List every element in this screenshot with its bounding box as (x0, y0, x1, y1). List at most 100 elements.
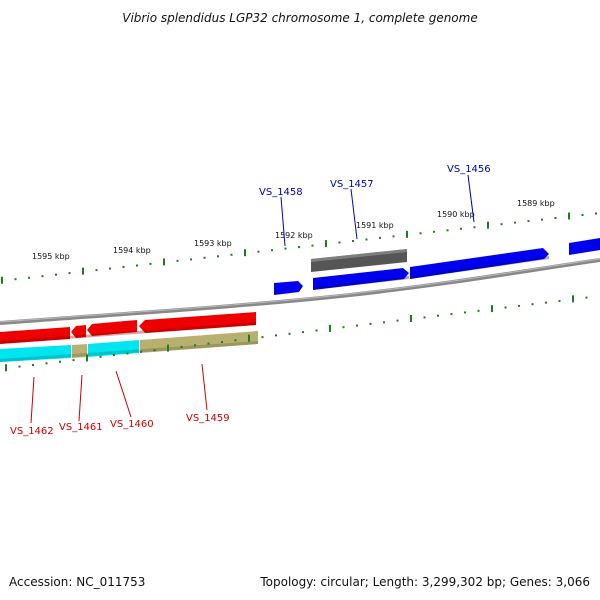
minor-tick (302, 331, 304, 334)
gene-label-vs1460[interactable]: VS_1460 (110, 419, 154, 430)
minor-tick (190, 258, 192, 261)
gene-arrow-vs1462[interactable] (0, 327, 70, 344)
minor-tick (460, 227, 462, 230)
minor-tick (437, 314, 439, 317)
major-tick (244, 249, 246, 257)
major-tick (487, 221, 489, 229)
minor-tick (261, 336, 264, 339)
minor-tick (365, 238, 368, 241)
kbp-label: 1594 kbp (113, 246, 151, 255)
minor-tick (28, 276, 30, 279)
cds-segment-khaki[interactable] (72, 344, 87, 358)
minor-tick (140, 350, 142, 353)
kbp-label: 1591 kbp (356, 221, 394, 230)
minor-tick (271, 249, 273, 252)
minor-tick (126, 352, 129, 355)
minor-tick (149, 262, 152, 265)
genome-backbone-highlight (0, 258, 600, 323)
gene-arrow-edge[interactable] (569, 238, 600, 255)
minor-tick (342, 326, 345, 329)
major-tick (86, 354, 88, 362)
minor-tick (423, 316, 426, 319)
map-title: Vibrio splendidus LGP32 chromosome 1, co… (122, 11, 477, 25)
minor-tick (383, 321, 385, 324)
leader-line (201, 363, 208, 411)
gene-label-vs1459[interactable]: VS_1459 (186, 413, 230, 424)
minor-tick (136, 264, 138, 267)
minor-tick (356, 324, 358, 327)
major-tick (5, 364, 7, 372)
accession-text: Accession: NC_011753 (9, 575, 145, 589)
minor-tick (477, 309, 480, 312)
minor-tick (369, 322, 372, 325)
minor-tick (315, 329, 318, 332)
upper-tick-track (1, 212, 597, 284)
minor-tick (464, 311, 466, 314)
minor-tick (396, 319, 399, 322)
minor-tick (595, 212, 597, 215)
genome-backbone (0, 258, 600, 325)
minor-tick (352, 240, 354, 242)
minor-tick (45, 362, 48, 365)
major-tick (163, 258, 165, 266)
top-gene-labels: VS_1458 VS_1457 VS_1456 (259, 164, 491, 247)
gene-arrow-vs1457[interactable] (313, 268, 409, 290)
minor-tick (581, 214, 584, 216)
minor-tick (284, 247, 287, 250)
minor-tick (298, 246, 300, 249)
gene-label-vs1456[interactable]: VS_1456 (447, 164, 491, 175)
cds-segment-khaki[interactable] (140, 331, 258, 353)
cds-segment-cyan[interactable] (0, 345, 71, 362)
gene-arrow-vs1460[interactable] (87, 320, 137, 336)
minor-tick (473, 226, 476, 229)
minor-tick (392, 235, 395, 238)
gene-arrow-vs1459[interactable] (139, 312, 256, 333)
minor-tick (419, 232, 422, 235)
minor-tick (194, 344, 196, 347)
minor-tick (72, 359, 75, 362)
minor-tick (180, 345, 183, 348)
kbp-label: 1590 kbp (437, 210, 475, 219)
gene-arrow-vs1456[interactable] (410, 248, 549, 279)
leader-line (467, 174, 475, 223)
minor-tick (379, 236, 381, 239)
minor-tick (59, 360, 61, 363)
minor-tick (68, 272, 71, 275)
forward-strand-genes (274, 238, 600, 295)
leader-line (115, 370, 132, 418)
reverse-strand-genes (0, 312, 256, 344)
minor-tick (504, 306, 507, 309)
major-tick (248, 334, 250, 342)
minor-tick (257, 250, 260, 253)
minor-tick (500, 223, 503, 226)
minor-tick (275, 334, 277, 337)
gene-feature-grey[interactable] (311, 249, 407, 272)
gene-label-vs1462[interactable]: VS_1462 (10, 426, 54, 437)
major-tick (329, 324, 331, 332)
major-tick (325, 240, 327, 248)
minor-tick (433, 230, 435, 233)
minor-tick (14, 278, 17, 281)
minor-tick (234, 339, 237, 342)
genome-summary-text: Topology: circular; Length: 3,299,302 bp… (259, 575, 590, 589)
minor-tick (518, 304, 520, 307)
kbp-label: 1593 kbp (194, 239, 232, 248)
gene-arrow-vs1458[interactable] (274, 281, 303, 295)
gene-arrow-vs1461[interactable] (71, 325, 86, 338)
minor-tick (450, 313, 453, 316)
minor-tick (554, 217, 557, 219)
major-tick (491, 305, 493, 313)
gene-label-vs1461[interactable]: VS_1461 (59, 422, 103, 433)
cds-segment-cyan[interactable] (88, 340, 139, 357)
minor-tick (446, 229, 449, 232)
minor-tick (545, 301, 547, 304)
gene-label-vs1458[interactable]: VS_1458 (259, 187, 303, 198)
minor-tick (153, 349, 156, 352)
minor-tick (311, 244, 314, 247)
minor-tick (514, 221, 516, 224)
gene-label-vs1457[interactable]: VS_1457 (330, 179, 374, 190)
minor-tick (95, 269, 98, 272)
minor-tick (558, 299, 561, 302)
minor-tick (527, 220, 530, 223)
minor-tick (99, 355, 102, 358)
